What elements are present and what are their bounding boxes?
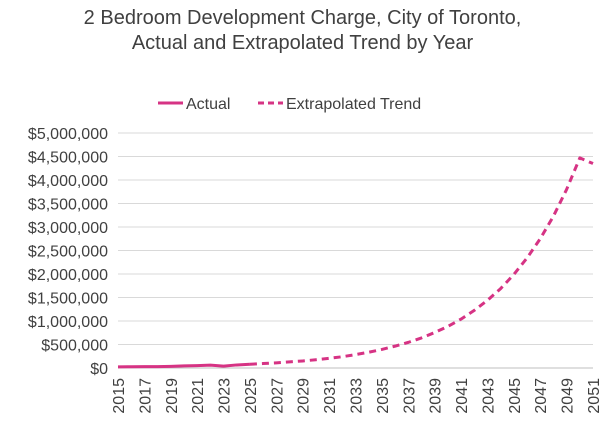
series-extrapolated-trend-line <box>249 156 594 366</box>
y-tick-label: $0 <box>90 361 108 378</box>
y-tick-label: $5,000,000 <box>28 126 108 143</box>
y-tick-label: $3,500,000 <box>28 197 108 214</box>
y-axis: $0 $500,000 $1,000,000 $1,500,000 $2,000,000… <box>28 126 108 378</box>
y-tick-label: $3,000,000 <box>28 220 108 237</box>
x-tick-label: 2031 <box>322 378 339 414</box>
x-tick-label: 2027 <box>269 378 286 414</box>
legend-trend-label: Extrapolated Trend <box>286 96 421 113</box>
x-tick-label: 2023 <box>217 378 234 414</box>
legend-actual-label: Actual <box>186 96 230 113</box>
gridlines <box>118 132 593 369</box>
x-axis: 2015 2017 2019 2021 2023 2025 2027 2029 2031 2033… <box>111 378 603 414</box>
x-tick-label: 2045 <box>507 378 524 414</box>
x-tick-label: 2019 <box>164 378 181 414</box>
x-tick-label: 2037 <box>401 378 418 414</box>
x-tick-label: 2041 <box>454 378 471 414</box>
series-actual-line <box>117 362 251 369</box>
y-tick-label: $1,000,000 <box>28 314 108 331</box>
x-tick-label: 2043 <box>480 378 497 414</box>
x-tick-label: 2029 <box>296 378 313 414</box>
y-tick-label: $2,000,000 <box>28 267 108 284</box>
x-tick-label: 2039 <box>428 378 445 414</box>
x-tick-label: 2051 <box>586 378 603 414</box>
x-tick-label: 2033 <box>349 378 366 414</box>
x-tick-label: 2015 <box>111 378 128 414</box>
x-tick-label: 2021 <box>190 378 207 414</box>
x-tick-label: 2049 <box>560 378 577 414</box>
y-tick-label: $2,500,000 <box>28 244 108 261</box>
x-tick-label: 2047 <box>533 378 550 414</box>
chart-title: 2 Bedroom Development Charge, City of To… <box>83 7 522 54</box>
legend: Actual Extrapolated Trend <box>158 96 421 113</box>
y-tick-label: $4,000,000 <box>28 173 108 190</box>
x-tick-label: 2035 <box>375 378 392 414</box>
y-tick-label: $500,000 <box>41 338 108 355</box>
x-tick-label: 2017 <box>137 378 154 414</box>
y-tick-label: $4,500,000 <box>28 150 108 167</box>
x-tick-label: 2025 <box>243 378 260 414</box>
series <box>117 156 594 369</box>
y-tick-label: $1,500,000 <box>28 291 108 308</box>
